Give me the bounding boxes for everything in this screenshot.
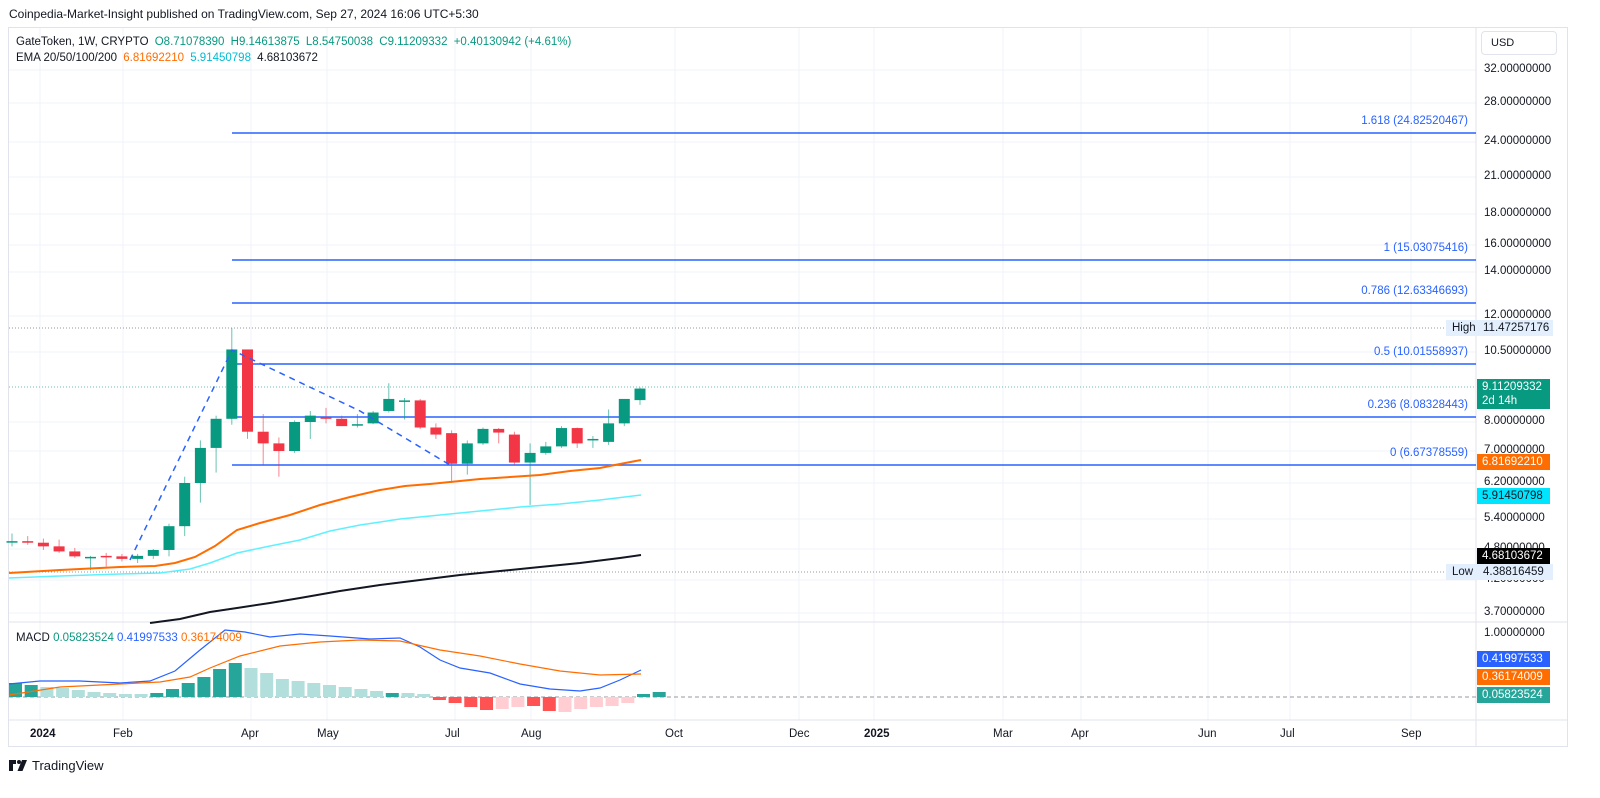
macd-histogram-tag: 0.05823524	[1477, 687, 1550, 703]
ema50-value: 5.91450798	[190, 52, 251, 64]
time-tick: Mar	[993, 728, 1013, 740]
chart-frame	[8, 27, 1568, 747]
ema50-tag: 5.91450798	[1477, 488, 1550, 504]
macd-axis-top: 1.00000000	[1484, 627, 1545, 639]
macd-signal-value: 0.36174009	[181, 632, 242, 644]
price-tick: 16.00000000	[1484, 238, 1552, 250]
symbol-legend: GateToken, 1W, CRYPTO O8.71078390 H9.146…	[16, 34, 574, 66]
time-tick: Jul	[445, 728, 460, 740]
fib-level-label: 0 (6.67378559)	[1389, 447, 1468, 459]
high-label: High	[1446, 320, 1482, 336]
time-tick: Sep	[1401, 728, 1422, 740]
macd-histogram-value: 0.05823524	[53, 632, 114, 644]
open-value: O8.71078390	[154, 36, 225, 48]
time-tick: Apr	[1071, 728, 1089, 740]
fib-level-label: 0.5 (10.01558937)	[1374, 346, 1468, 358]
high-value-tag: 11.47257176	[1477, 320, 1553, 336]
price-tick: 10.50000000	[1484, 345, 1552, 357]
time-tick: 2024	[30, 728, 56, 740]
brand-name: TradingView	[32, 758, 104, 773]
price-tick: 14.00000000	[1484, 265, 1552, 277]
last-price-tag: 9.11209332 2d 14h	[1477, 379, 1550, 409]
ema100-tag: 4.68103672	[1477, 548, 1550, 564]
time-tick: May	[317, 728, 339, 740]
price-tick: 6.20000000	[1484, 476, 1545, 488]
time-tick: Dec	[789, 728, 810, 740]
fib-level-label: 1.618 (24.82520467)	[1361, 115, 1468, 127]
low-value-tag: 4.38816459	[1477, 564, 1553, 580]
tradingview-logo-icon	[9, 760, 27, 771]
ema-label[interactable]: EMA 20/50/100/200	[16, 52, 118, 64]
high-value: H9.14613875	[230, 36, 300, 48]
change-value: +0.40130942 (+4.61%)	[453, 36, 572, 48]
bar-countdown: 2d 14h	[1482, 395, 1518, 407]
ema20-tag: 6.81692210	[1477, 454, 1550, 470]
symbol-title[interactable]: GateToken, 1W, CRYPTO	[16, 36, 149, 48]
tradingview-brand[interactable]: TradingView	[9, 758, 104, 773]
price-tick: 32.00000000	[1484, 63, 1552, 75]
ema20-value: 6.81692210	[123, 52, 184, 64]
macd-line-tag: 0.41997533	[1477, 651, 1550, 667]
fib-level-label: 0.786 (12.63346693)	[1361, 285, 1468, 297]
low-value: L8.54750038	[305, 36, 374, 48]
price-tick: 3.70000000	[1484, 606, 1545, 618]
price-tick: 24.00000000	[1484, 135, 1552, 147]
price-tick: 18.00000000	[1484, 207, 1552, 219]
time-tick: Feb	[113, 728, 133, 740]
fib-level-label: 0.236 (8.08328443)	[1367, 399, 1468, 411]
close-value: C9.11209332	[379, 36, 448, 48]
time-tick: Jun	[1198, 728, 1217, 740]
macd-signal-tag: 0.36174009	[1477, 669, 1550, 685]
time-tick: Apr	[241, 728, 259, 740]
time-tick: Jul	[1280, 728, 1295, 740]
currency-button[interactable]: USD	[1481, 31, 1557, 55]
publisher-line: Coinpedia-Market-Insight published on Tr…	[9, 7, 479, 21]
macd-legend: MACD 0.05823524 0.41997533 0.36174009	[16, 632, 242, 644]
macd-label[interactable]: MACD	[16, 632, 50, 644]
time-tick: Oct	[665, 728, 683, 740]
price-tick: 21.00000000	[1484, 170, 1552, 182]
price-tick: 28.00000000	[1484, 96, 1552, 108]
price-tick: 8.00000000	[1484, 415, 1545, 427]
macd-line-value: 0.41997533	[117, 632, 178, 644]
ema100-value: 4.68103672	[257, 52, 318, 64]
price-tick: 5.40000000	[1484, 512, 1545, 524]
time-tick: Aug	[521, 728, 542, 740]
price-tick: 12.00000000	[1484, 309, 1552, 321]
price-tick: 7.00000000	[1484, 444, 1545, 456]
time-tick: 2025	[864, 728, 890, 740]
low-label: Low	[1446, 564, 1480, 580]
fib-level-label: 1 (15.03075416)	[1383, 242, 1468, 254]
last-price-value: 9.11209332	[1482, 381, 1542, 393]
